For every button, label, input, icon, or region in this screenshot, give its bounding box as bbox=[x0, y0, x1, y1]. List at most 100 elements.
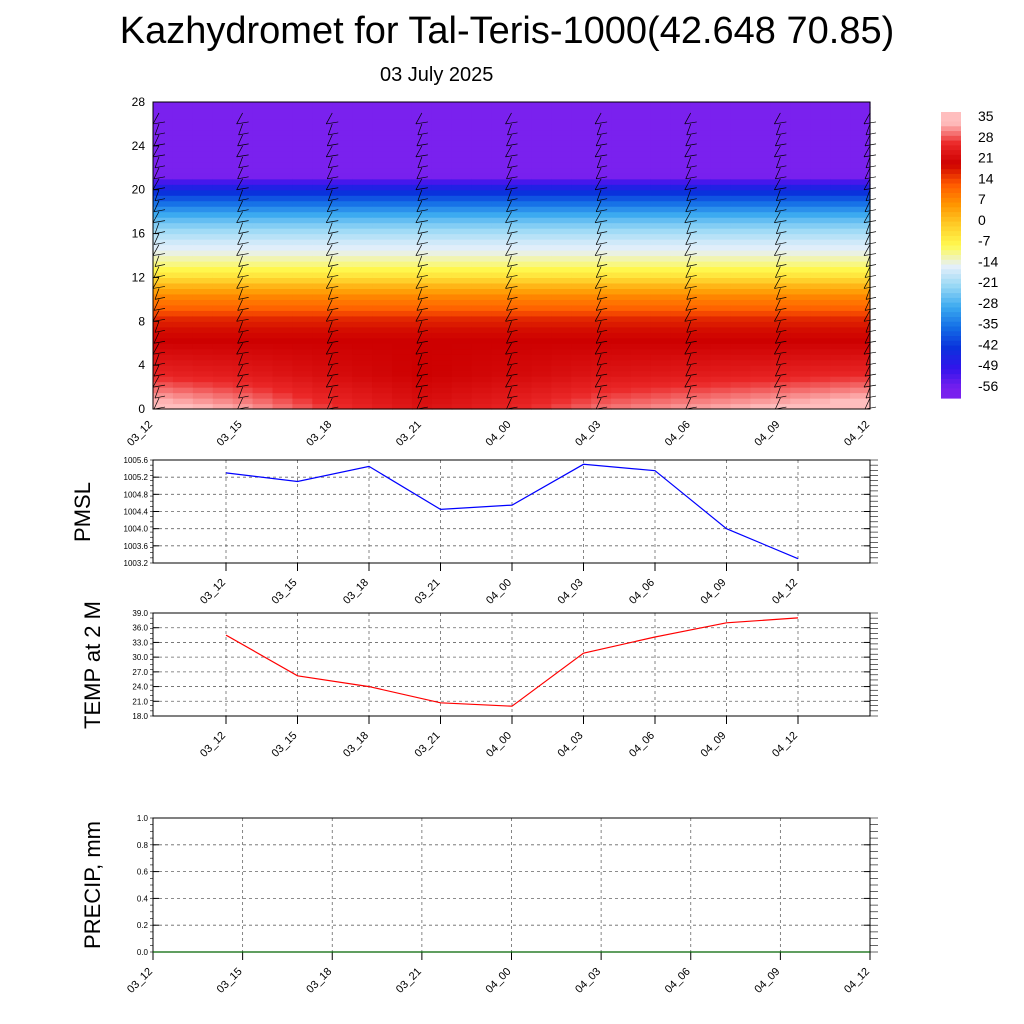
heatmap-cell bbox=[212, 315, 234, 322]
heatmap-cell bbox=[431, 233, 453, 240]
heatmap-cell bbox=[431, 151, 453, 158]
heatmap-cell bbox=[153, 244, 174, 251]
y-tick-label: 18.0 bbox=[132, 712, 148, 721]
x-tick-label: 03_15 bbox=[215, 419, 245, 449]
heatmap-cell bbox=[830, 332, 851, 339]
heatmap-cell bbox=[352, 266, 373, 273]
heatmap-cell bbox=[531, 282, 552, 289]
x-tick-label: 04_00 bbox=[484, 730, 514, 760]
heatmap-cell bbox=[372, 310, 393, 317]
heatmap-cell bbox=[411, 288, 433, 295]
heatmap-cell bbox=[790, 151, 811, 158]
heatmap-cell bbox=[730, 288, 752, 295]
wind-barb bbox=[865, 362, 877, 366]
heatmap-cell bbox=[830, 250, 851, 257]
heatmap-cell bbox=[392, 244, 413, 251]
wind-barb bbox=[236, 318, 249, 322]
heatmap-cell bbox=[232, 102, 254, 109]
heatmap-cell bbox=[332, 348, 353, 355]
heatmap-cell bbox=[830, 102, 851, 109]
wind-barb bbox=[507, 288, 512, 300]
heatmap-cell bbox=[790, 392, 811, 399]
heatmap-cell bbox=[451, 315, 473, 322]
wind-barb bbox=[686, 386, 692, 399]
heatmap-cell bbox=[591, 162, 612, 169]
heatmap-cell bbox=[531, 250, 552, 257]
wind-barb bbox=[152, 343, 160, 355]
heatmap-cell bbox=[332, 189, 353, 196]
heatmap-cell bbox=[850, 299, 871, 306]
heatmap-cell bbox=[451, 112, 473, 120]
heatmap-cell bbox=[591, 398, 612, 405]
heatmap-cell bbox=[372, 304, 393, 311]
heatmap-cell bbox=[451, 189, 473, 196]
heatmap-cell bbox=[551, 200, 572, 207]
heatmap-cell bbox=[232, 140, 254, 147]
heatmap-cell bbox=[710, 239, 732, 246]
heatmap-cell bbox=[710, 332, 732, 339]
heatmap-cell bbox=[670, 233, 692, 240]
heatmap-cell bbox=[770, 354, 791, 361]
heatmap-cell bbox=[212, 107, 234, 114]
heatmap-cell bbox=[551, 129, 572, 136]
heatmap-cell bbox=[312, 102, 333, 109]
wind-barb bbox=[595, 318, 608, 322]
wind-barb bbox=[775, 332, 781, 344]
heatmap-cell bbox=[690, 228, 712, 235]
heatmap-cell bbox=[710, 107, 732, 114]
wind-barb bbox=[417, 395, 428, 399]
x-tick-label: 04_12 bbox=[770, 730, 800, 760]
heatmap-cell bbox=[471, 239, 493, 246]
heatmap-cell bbox=[631, 343, 652, 350]
heatmap-cell bbox=[491, 233, 513, 240]
heatmap-cell bbox=[790, 343, 811, 350]
wind-barb bbox=[775, 242, 787, 245]
wind-barb bbox=[865, 329, 877, 333]
heatmap-cell bbox=[631, 288, 652, 295]
heatmap-cell bbox=[172, 123, 194, 131]
heatmap-cell bbox=[670, 123, 692, 131]
heatmap-cell bbox=[631, 387, 652, 394]
heatmap-cell bbox=[690, 233, 712, 240]
heatmap-cell bbox=[232, 244, 254, 251]
heatmap-cell bbox=[850, 195, 871, 202]
heatmap-cell bbox=[670, 184, 692, 191]
heatmap-cell bbox=[730, 145, 752, 152]
heatmap-cell bbox=[770, 271, 791, 279]
wind-barb bbox=[597, 329, 608, 333]
heatmap-cell bbox=[551, 266, 572, 273]
x-tick-label: 03_21 bbox=[413, 577, 443, 607]
heatmap-cell bbox=[551, 348, 572, 355]
heatmap-cell bbox=[212, 178, 234, 185]
heatmap-cell bbox=[531, 162, 552, 169]
heatmap-cell bbox=[471, 255, 493, 262]
heatmap-cell bbox=[710, 140, 732, 147]
heatmap-cell bbox=[431, 359, 453, 366]
wind-barb bbox=[507, 362, 518, 366]
heatmap-cell bbox=[531, 173, 552, 180]
heatmap-cell bbox=[392, 156, 413, 163]
heatmap-cell bbox=[411, 403, 433, 410]
heatmap-cell bbox=[830, 189, 851, 196]
heatmap-cell bbox=[511, 398, 533, 405]
wind-barb bbox=[325, 244, 333, 256]
x-tick-label: 04_03 bbox=[556, 730, 586, 760]
heatmap-cell bbox=[471, 145, 493, 152]
heatmap-cell bbox=[551, 233, 572, 240]
heatmap-cell bbox=[850, 315, 871, 322]
heatmap-cell bbox=[551, 332, 572, 339]
heatmap-cell bbox=[730, 162, 752, 169]
heatmap-cell bbox=[531, 189, 552, 196]
heatmap-cell bbox=[690, 288, 712, 295]
heatmap-cell bbox=[670, 398, 692, 405]
heatmap-cell bbox=[272, 260, 294, 268]
heatmap-cell bbox=[730, 107, 752, 114]
heatmap-cell bbox=[392, 184, 413, 191]
wind-barb bbox=[416, 397, 423, 410]
wind-barb bbox=[863, 310, 871, 322]
heatmap-cell bbox=[511, 299, 533, 306]
heatmap-cell bbox=[312, 299, 333, 306]
heatmap-cell bbox=[611, 129, 632, 136]
wind-barb bbox=[152, 375, 160, 388]
heatmap-cell bbox=[750, 266, 772, 273]
